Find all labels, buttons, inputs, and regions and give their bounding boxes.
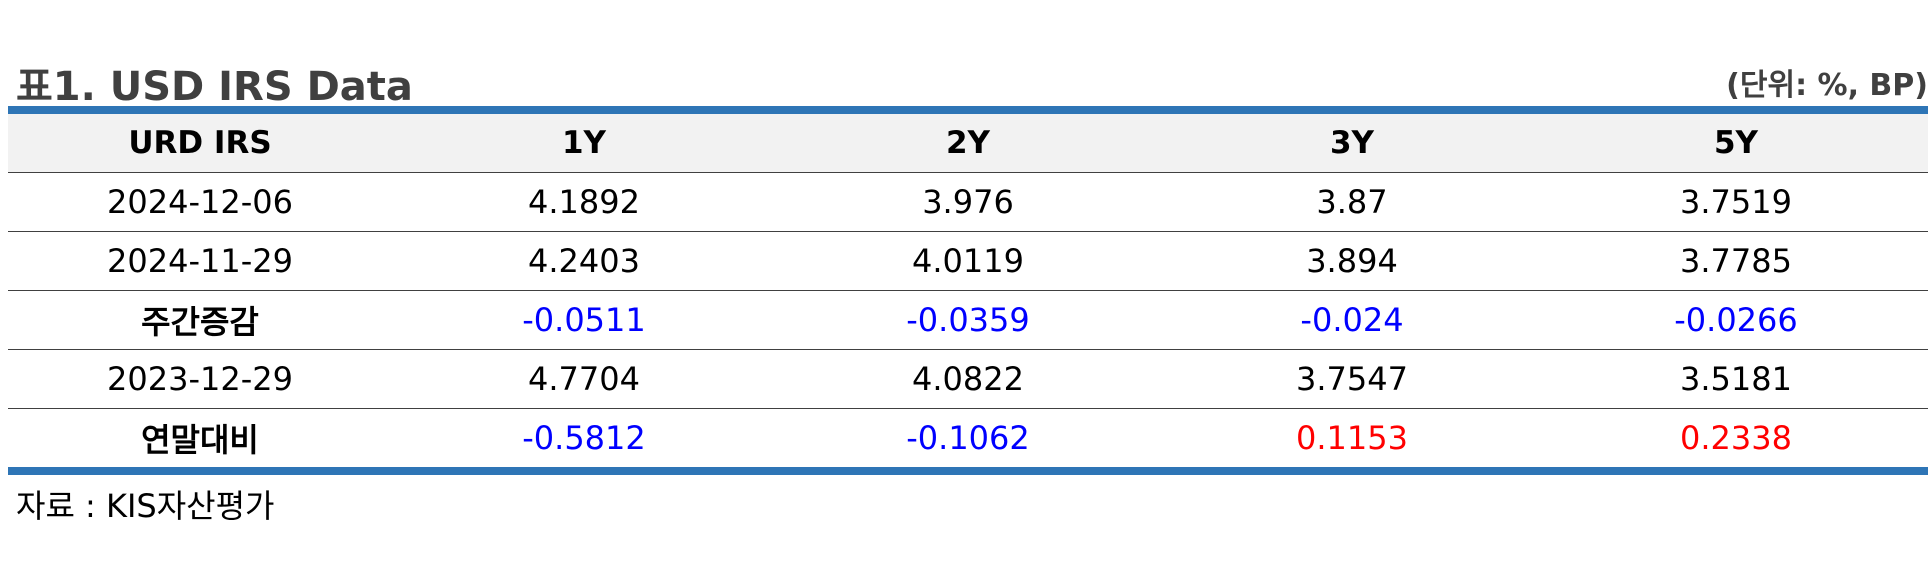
column-header: 5Y xyxy=(1544,110,1928,173)
change-cell: -0.024 xyxy=(1160,290,1544,350)
column-header: 3Y xyxy=(1160,110,1544,173)
column-header: 1Y xyxy=(392,110,776,173)
change-cell: 0.2338 xyxy=(1680,419,1792,457)
table-cell: 4.0822 xyxy=(776,349,1160,409)
table-cell: 4.2403 xyxy=(392,231,776,291)
table-cell: 3.5181 xyxy=(1544,349,1928,409)
table-row: 2024-12-06 4.1892 3.976 3.87 3.7519 xyxy=(8,172,1928,232)
table-figure: 표1. USD IRS Data (단위: %, BP) URD IRS 1Y … xyxy=(8,52,1928,527)
table-cell: 3.894 xyxy=(1160,231,1544,291)
table-row: 2023-12-29 4.7704 4.0822 3.7547 3.5181 xyxy=(8,349,1928,409)
table-row: 2024-11-29 4.2403 4.0119 3.894 3.7785 xyxy=(8,231,1928,291)
irs-data-table: URD IRS 1Y 2Y 3Y 5Y 2024-12-06 4.1892 3.… xyxy=(8,106,1928,475)
table-cell: 4.7704 xyxy=(392,349,776,409)
column-header: URD IRS xyxy=(8,110,392,173)
unit-note: (단위: %, BP) xyxy=(1726,68,1928,103)
table-cell: 3.976 xyxy=(776,172,1160,232)
table-cell: 3.7519 xyxy=(1544,172,1928,232)
table-cell: 4.0119 xyxy=(776,231,1160,291)
table-cell: 3.7785 xyxy=(1544,231,1928,291)
table-title: 표1. USD IRS Data xyxy=(16,64,413,110)
table-cell: 3.7547 xyxy=(1160,349,1544,409)
table-cell: 3.87 xyxy=(1160,172,1544,232)
row-label: 2024-12-06 xyxy=(8,172,392,232)
header-row: URD IRS 1Y 2Y 3Y 5Y xyxy=(8,110,1928,173)
table-row: 주간증감 -0.0511 -0.0359 -0.024 -0.0266 xyxy=(8,290,1928,350)
table-row: 연말대비 -0.5812 -0.1062 0.1153 0.2338 xyxy=(8,409,1928,472)
row-label: 주간증감 xyxy=(8,290,392,350)
row-label: 2023-12-29 xyxy=(8,349,392,409)
title-row: 표1. USD IRS Data (단위: %, BP) xyxy=(8,52,1928,110)
change-cell: -0.0359 xyxy=(776,290,1160,350)
change-cell: -0.1062 xyxy=(906,419,1030,457)
change-cell: -0.0266 xyxy=(1544,290,1928,350)
change-cell: -0.5812 xyxy=(522,419,646,457)
change-cell: -0.0511 xyxy=(392,290,776,350)
table-cell: 4.1892 xyxy=(392,172,776,232)
column-header: 2Y xyxy=(776,110,1160,173)
change-cell: 0.1153 xyxy=(1296,419,1408,457)
row-label: 2024-11-29 xyxy=(8,231,392,291)
row-label: 연말대비 xyxy=(141,421,259,459)
source-note: 자료 : KIS자산평가 xyxy=(16,487,275,525)
